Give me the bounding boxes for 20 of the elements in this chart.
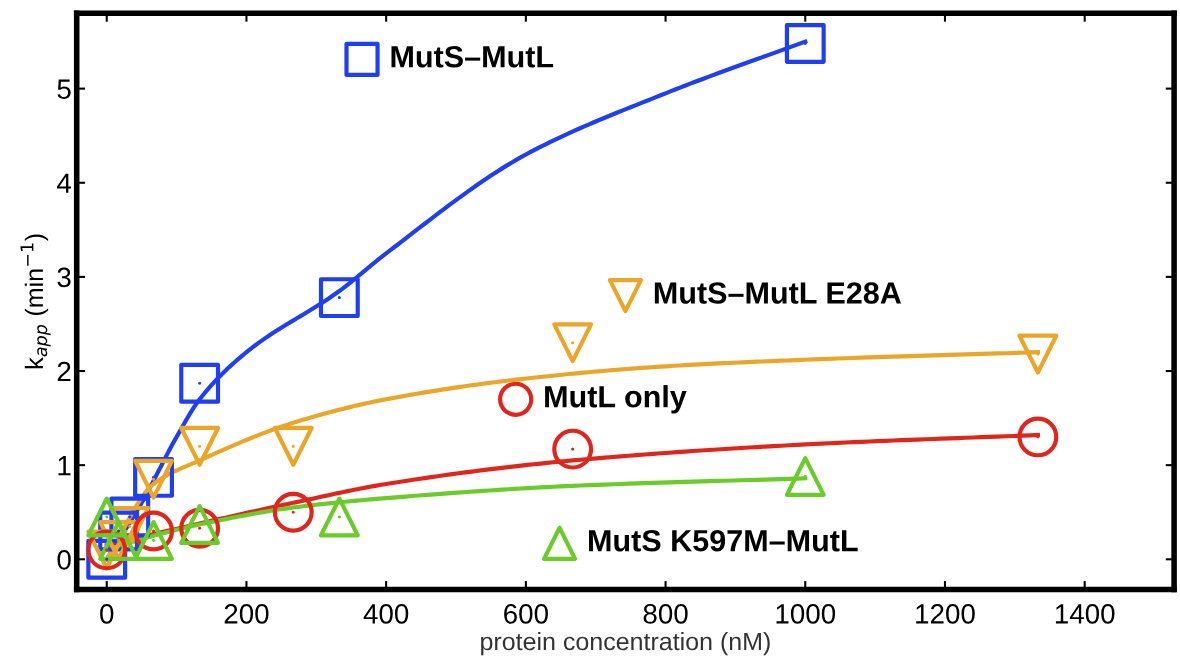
x-tick-label: 400 xyxy=(363,604,409,624)
legend-label: MutS–MutL E28A xyxy=(654,282,902,304)
y-axis-title: k$_{app}$ (min$^{−1}$) xyxy=(20,234,51,369)
legend-label: MutS–MutL xyxy=(391,45,554,68)
y-tick-label: 2 xyxy=(57,361,71,382)
x-tick-label: 200 xyxy=(224,604,269,624)
y-tick-label: 4 xyxy=(57,173,72,193)
legend-label: MutS K597M–MutL xyxy=(589,529,858,552)
x-tick-label: 0 xyxy=(100,604,114,624)
y-tick-label: 0 xyxy=(57,549,71,570)
legend-label: MutL only xyxy=(545,385,687,414)
x-axis-title: protein concentration (nM) xyxy=(481,631,770,656)
y-tick-label: 5 xyxy=(57,79,71,99)
y-tick-label: 3 xyxy=(57,267,71,288)
x-tick-label: 1000 xyxy=(776,604,836,624)
x-tick-label: 800 xyxy=(643,604,688,624)
x-tick-label: 600 xyxy=(504,604,548,624)
y-tick-label: 1 xyxy=(58,456,71,476)
x-tick-label: 1400 xyxy=(1055,604,1115,624)
x-tick-label: 1200 xyxy=(916,604,975,624)
